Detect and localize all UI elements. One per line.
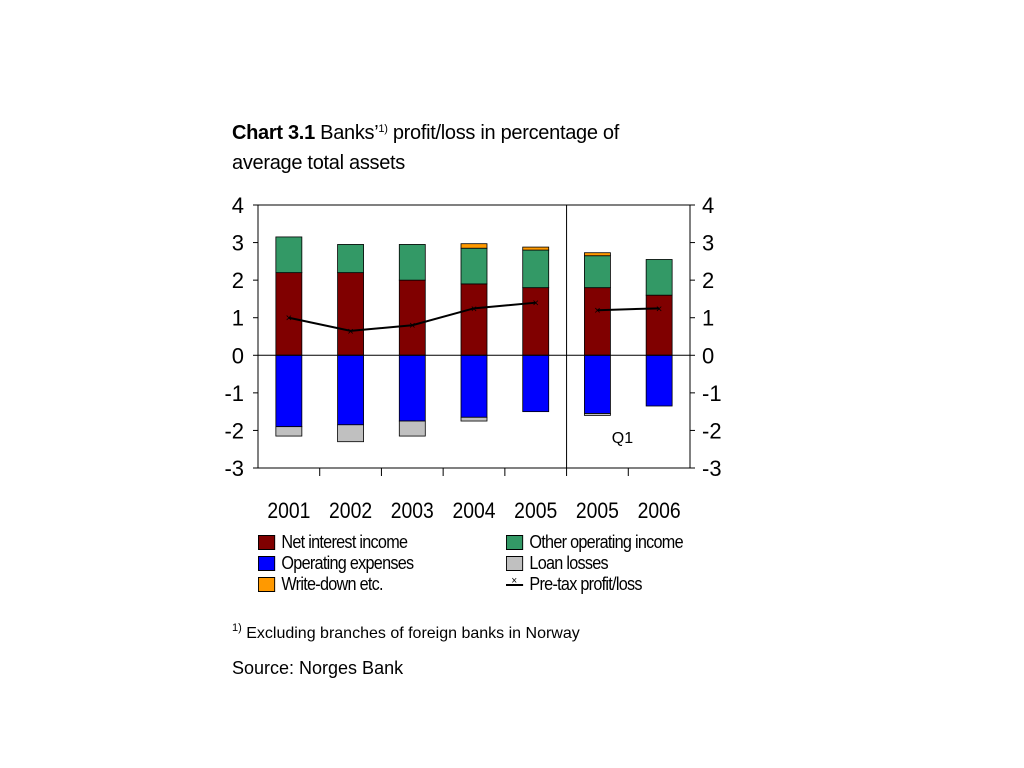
footnote-marker: 1) (232, 622, 242, 634)
x-tick-label: 2002 (329, 499, 372, 523)
y-tick-label-right: 1 (702, 306, 714, 331)
x-tick-label: 2005 (576, 499, 619, 523)
line-point-marker: × (409, 320, 415, 332)
legend-item-operating-expenses: Operating expenses (258, 553, 414, 574)
legend-label: Write-down etc. (281, 574, 383, 594)
x-tick-label: 2006 (638, 499, 681, 523)
y-tick-label-left: 4 (232, 193, 244, 218)
line-point-marker: × (532, 298, 538, 310)
bar-other-operating-income-6 (645, 259, 673, 296)
legend-label: Operating expenses (281, 553, 414, 573)
bar-write-down-etc-4 (522, 246, 550, 251)
chart-title-rest: profit/loss in percentage of average tot… (232, 122, 620, 174)
bar-other-operating-income-3 (460, 247, 488, 285)
line-pre-tax-profit (288, 301, 536, 332)
y-tick-label-right: -2 (702, 418, 722, 443)
bar-net-interest-income-1 (337, 272, 364, 356)
x-tick-label: 2005 (514, 499, 557, 523)
bar-other-operating-income-2 (398, 244, 426, 281)
legend-label: Net interest income (281, 532, 408, 552)
legend-line-marker-icon (506, 575, 524, 592)
title-footnote-marker: 1) (378, 123, 388, 135)
chart-title-main: Banks’ (320, 122, 379, 144)
bar-net-interest-income-0 (275, 272, 303, 356)
line-point-marker: × (347, 326, 353, 338)
y-tick-label-left: -3 (224, 456, 244, 481)
line-point-marker: × (286, 313, 292, 325)
q1-annotation: Q1 (612, 430, 633, 447)
legend-swatch-other-operating-income (506, 535, 524, 550)
bar-loan-losses-5 (584, 413, 611, 416)
x-tick-label: 2001 (267, 499, 310, 523)
bar-other-operating-income-1 (337, 244, 364, 274)
bar-operating-expenses-3 (460, 354, 488, 418)
plot-area-frame (257, 204, 691, 469)
legend-swatch-loan-losses (506, 556, 524, 571)
y-tick-label-left: 1 (232, 306, 244, 331)
bar-other-operating-income-5 (584, 255, 611, 289)
legend-swatch-write-down (258, 577, 276, 592)
legend-label: Loan losses (529, 553, 608, 573)
y-tick-label-right: -3 (702, 456, 722, 481)
bar-operating-expenses-1 (337, 354, 364, 426)
bar-other-operating-income-0 (275, 236, 303, 274)
chart-number: Chart 3.1 (232, 122, 315, 144)
bar-net-interest-income-6 (645, 294, 673, 356)
line-point-marker: × (471, 303, 477, 315)
y-tick-label-right: 4 (702, 193, 714, 218)
legend-item-pre-tax-profit: Pre-tax profit/loss (506, 574, 642, 595)
bar-loan-losses-0 (275, 426, 303, 437)
bar-operating-expenses-0 (275, 354, 303, 428)
y-tick-label-right: 2 (702, 268, 714, 293)
bar-other-operating-income-4 (522, 249, 550, 289)
legend-item-loan-losses: Loan losses (506, 553, 609, 574)
y-tick-label-left: 0 (232, 343, 244, 368)
bar-loan-losses-2 (398, 420, 426, 437)
legend-label: Other operating income (529, 532, 683, 552)
legend-swatch-net-interest-income (258, 535, 276, 550)
bar-operating-expenses-6 (645, 354, 673, 407)
bar-net-interest-income-3 (460, 283, 488, 356)
bar-operating-expenses-2 (398, 354, 426, 422)
footnote-text: Excluding branches of foreign banks in N… (241, 625, 580, 642)
legend-item-other-operating-income: Other operating income (506, 532, 684, 553)
y-tick-label-right: 3 (702, 231, 714, 256)
bar-loan-losses-1 (337, 424, 364, 443)
y-tick-label-left: 2 (232, 268, 244, 293)
y-tick-label-right: 0 (702, 343, 714, 368)
y-tick-label-right: -1 (702, 381, 722, 406)
source-note: Source: Norges Bank (232, 658, 404, 678)
y-tick-label-left: -2 (224, 418, 244, 443)
y-tick-label-left: -1 (224, 381, 244, 406)
line-pre-tax-profit (597, 307, 660, 312)
x-tick-label: 2004 (452, 499, 495, 523)
line-point-marker: × (656, 303, 662, 315)
footnote: 1) Excluding branches of foreign banks i… (232, 622, 580, 643)
legend-item-net-interest-income: Net interest income (258, 532, 408, 553)
bar-net-interest-income-5 (584, 287, 611, 356)
legend-swatch-operating-expenses (258, 556, 276, 571)
bar-net-interest-income-2 (398, 279, 426, 356)
y-tick-label-left: 3 (232, 231, 244, 256)
bar-operating-expenses-5 (584, 354, 611, 414)
line-point-marker: × (594, 305, 600, 317)
x-tick-label: 2003 (391, 499, 434, 523)
bar-loan-losses-3 (460, 416, 488, 422)
legend-label: Pre-tax profit/loss (529, 574, 642, 594)
bar-write-down-etc-3 (460, 243, 488, 249)
chart-title: Chart 3.1 Banks’1) profit/loss in percen… (232, 118, 692, 178)
legend-item-write-down: Write-down etc. (258, 574, 384, 595)
bar-operating-expenses-4 (522, 354, 550, 413)
bar-write-down-etc-5 (584, 252, 611, 257)
